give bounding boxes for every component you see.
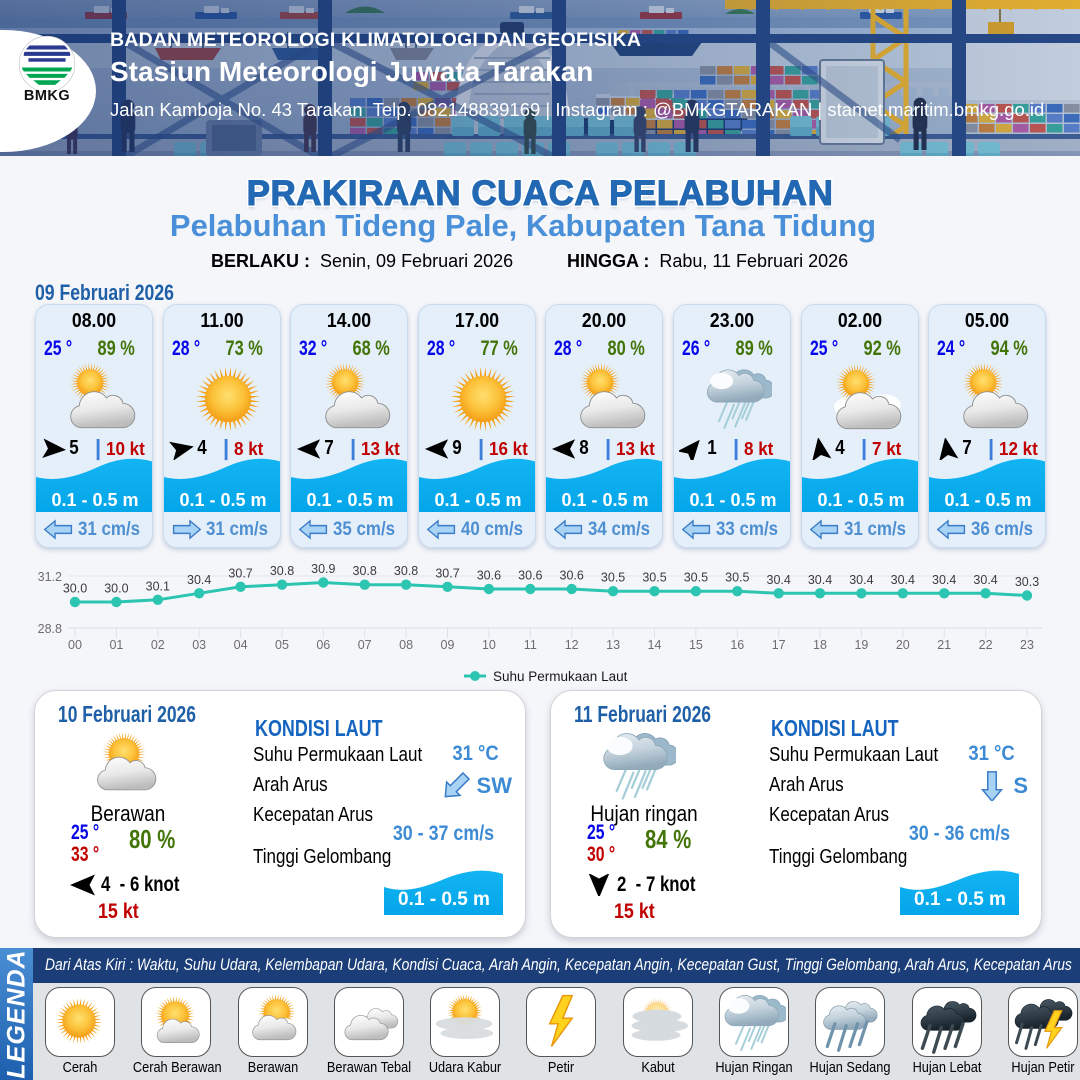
svg-text:0.1 - 0.5 m: 0.1 - 0.5 m (561, 490, 648, 510)
svg-text:07: 07 (358, 638, 372, 652)
svg-text:0.1 - 0.5 m: 0.1 - 0.5 m (398, 889, 490, 910)
svg-text:02: 02 (151, 638, 165, 652)
svg-text:30.4: 30.4 (973, 573, 997, 587)
svg-text:0.1 - 0.5 m: 0.1 - 0.5 m (944, 490, 1031, 510)
svg-text:30.1: 30.1 (146, 579, 170, 593)
svg-text:04: 04 (234, 638, 248, 652)
svg-text:13: 13 (606, 638, 620, 652)
svg-text:15: 15 (689, 638, 703, 652)
svg-text:30.4: 30.4 (187, 573, 211, 587)
svg-text:11: 11 (524, 638, 537, 652)
svg-text:0.1 - 0.5 m: 0.1 - 0.5 m (434, 490, 521, 510)
svg-text:28.8: 28.8 (38, 622, 62, 636)
svg-text:30.0: 30.0 (104, 582, 128, 596)
svg-text:30.8: 30.8 (270, 564, 294, 578)
svg-text:18: 18 (813, 638, 827, 652)
svg-text:30.6: 30.6 (518, 569, 542, 583)
svg-text:30.3: 30.3 (1015, 575, 1039, 589)
svg-text:16: 16 (730, 638, 744, 652)
svg-text:06: 06 (316, 638, 330, 652)
svg-text:30.4: 30.4 (767, 573, 791, 587)
svg-text:30.5: 30.5 (642, 571, 666, 585)
svg-text:08: 08 (399, 638, 413, 652)
svg-text:0.1 - 0.5 m: 0.1 - 0.5 m (51, 490, 138, 510)
svg-text:21: 21 (937, 638, 951, 652)
svg-text:0.1 - 0.5 m: 0.1 - 0.5 m (689, 490, 776, 510)
svg-text:30.8: 30.8 (353, 564, 377, 578)
svg-text:30.8: 30.8 (394, 564, 418, 578)
svg-text:03: 03 (192, 638, 206, 652)
svg-text:19: 19 (854, 638, 868, 652)
svg-text:30.5: 30.5 (725, 571, 749, 585)
svg-text:10: 10 (482, 638, 496, 652)
svg-text:00: 00 (68, 638, 82, 652)
svg-text:01: 01 (109, 638, 123, 652)
svg-text:30.7: 30.7 (435, 566, 459, 580)
svg-text:17: 17 (772, 638, 786, 652)
svg-text:30.4: 30.4 (808, 573, 832, 587)
svg-text:0.1 - 0.5 m: 0.1 - 0.5 m (817, 490, 904, 510)
svg-text:30.5: 30.5 (684, 571, 708, 585)
svg-text:20: 20 (896, 638, 910, 652)
svg-text:30.9: 30.9 (311, 562, 335, 576)
svg-text:30.5: 30.5 (601, 571, 625, 585)
svg-text:09: 09 (441, 638, 455, 652)
svg-text:0.1 - 0.5 m: 0.1 - 0.5 m (179, 490, 266, 510)
svg-text:31.2: 31.2 (38, 570, 62, 584)
svg-text:30.4: 30.4 (891, 573, 915, 587)
svg-text:Suhu Permukaan Laut: Suhu Permukaan Laut (493, 669, 628, 684)
svg-text:30.7: 30.7 (228, 566, 252, 580)
svg-text:23: 23 (1020, 638, 1034, 652)
svg-text:22: 22 (979, 638, 993, 652)
svg-text:30.4: 30.4 (932, 573, 956, 587)
svg-text:14: 14 (648, 638, 662, 652)
svg-text:30.0: 30.0 (63, 582, 87, 596)
svg-text:0.1 - 0.5 m: 0.1 - 0.5 m (914, 889, 1006, 910)
svg-text:30.6: 30.6 (560, 569, 584, 583)
svg-text:12: 12 (565, 638, 579, 652)
svg-text:30.4: 30.4 (849, 573, 873, 587)
svg-text:05: 05 (275, 638, 289, 652)
svg-text:30.6: 30.6 (477, 569, 501, 583)
svg-text:0.1 - 0.5 m: 0.1 - 0.5 m (306, 490, 393, 510)
